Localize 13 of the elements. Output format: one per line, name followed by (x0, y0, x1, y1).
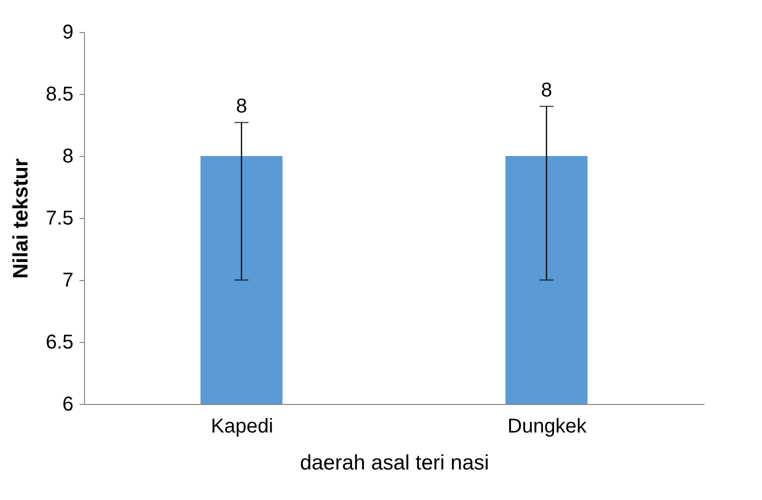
y-tick-label: 7 (62, 270, 74, 292)
data-label: 8 (236, 96, 248, 118)
y-tick-label: 8.5 (46, 84, 74, 106)
x-axis-title: daerah asal teri nasi (300, 452, 490, 474)
x-tick-label: Kapedi (210, 416, 274, 438)
x-tick-label: Dungkek (508, 416, 588, 438)
y-tick-label: 7.5 (46, 208, 74, 230)
y-axis-title: Nilai tekstur (10, 158, 33, 279)
y-tick-label: 6 (62, 394, 74, 416)
y-tick-label: 9 (62, 22, 74, 44)
y-tick-label: 6.5 (46, 332, 74, 354)
data-label: 8 (540, 79, 552, 102)
y-tick-label: 8 (62, 146, 74, 168)
